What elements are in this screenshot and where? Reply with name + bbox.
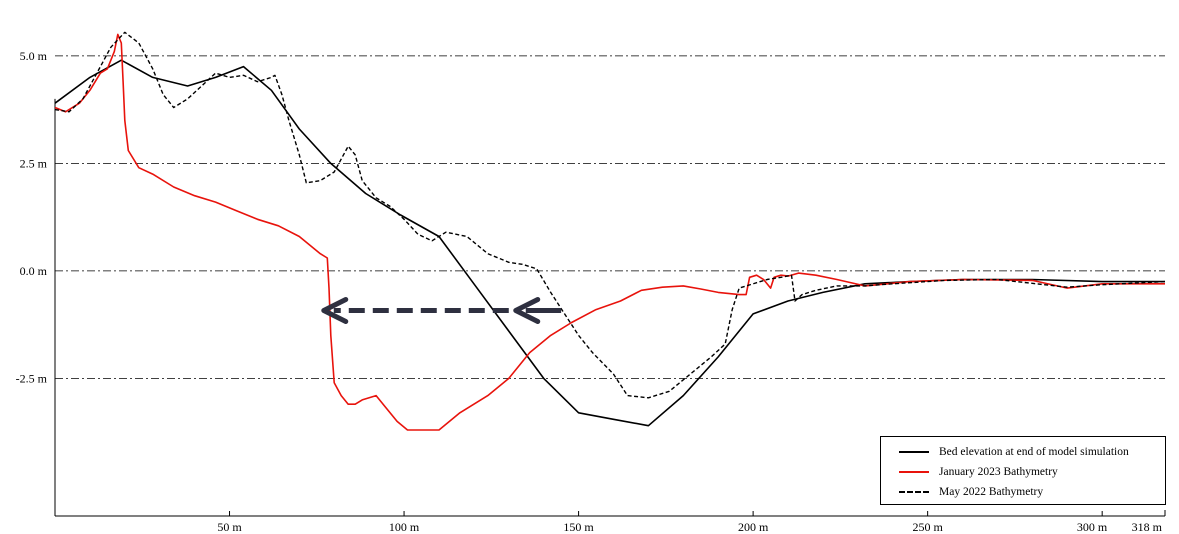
y-tick-label: 5.0 m [20,49,48,63]
x-tick-label: 200 m [738,520,769,534]
y-tick-label: 0.0 m [20,264,48,278]
annotations [321,296,562,324]
gridlines [55,55,1165,379]
x-tick-label: 300 m [1077,520,1108,534]
y-tick-label: 2.5 m [20,156,48,170]
arrow-head-0 [321,296,349,324]
x-tick-label: 150 m [563,520,594,534]
series-lines [54,31,1166,431]
arrow-head-1 [513,296,541,324]
x-tick-label: 250 m [912,520,943,534]
legend-label: January 2023 Bathymetry [939,466,1058,478]
legend-item-bed-elevation: Bed elevation at end of model simulation [899,443,1129,461]
legend-item-january-2023: January 2023 Bathymetry [899,463,1058,481]
x-tick-label: 100 m [389,520,420,534]
legend-item-may-2022: May 2022 Bathymetry [899,483,1043,501]
series-line-2 [54,31,1166,399]
x-tick-label: 318 m [1132,520,1163,534]
legend-swatch-january-2023 [899,471,929,473]
y-tick-labels: 5.0 m 2.5 m 0.0 m -2.5 m [16,49,48,385]
y-tick-label: -2.5 m [16,371,48,385]
x-tick-labels: 50 m 100 m 150 m 200 m 250 m 300 m 318 m [217,511,1166,534]
legend-swatch-bed-elevation [899,451,929,453]
series-line-0 [54,59,1165,427]
legend-label: May 2022 Bathymetry [939,486,1044,498]
legend-swatch-may-2022 [899,491,929,493]
series-line-1 [54,33,1165,431]
legend-label: Bed elevation at end of model simulation [939,446,1129,458]
x-tick-label: 50 m [217,520,242,534]
legend: Bed elevation at end of model simulation… [880,436,1166,505]
